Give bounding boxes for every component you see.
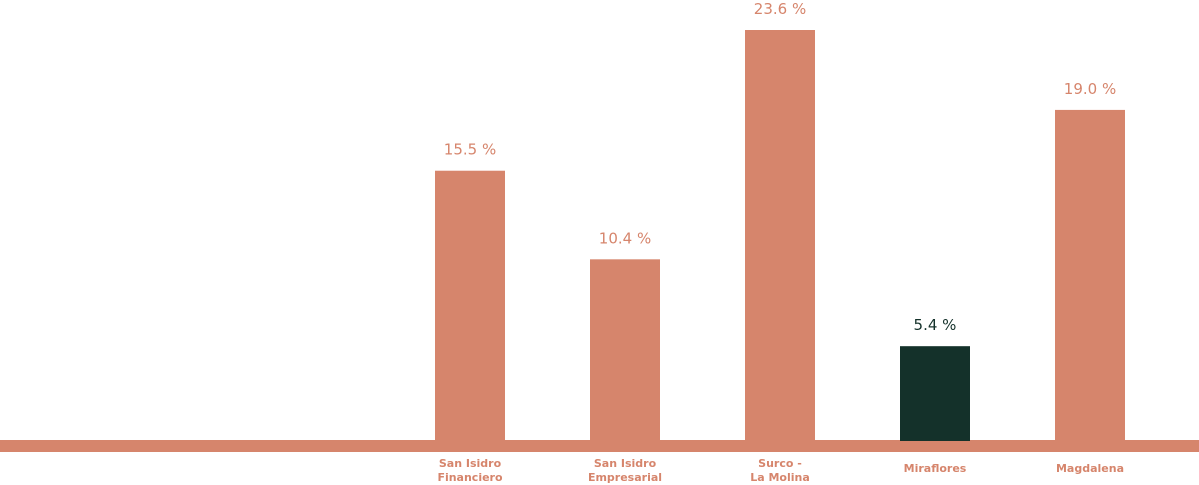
tick-labels-group: San Isidro Financiero San Isidro Empresaria… [437, 457, 1124, 484]
value-label-3: 5.4 % [914, 316, 957, 334]
value-label-1: 10.4 % [599, 229, 651, 247]
value-label-2: 23.6 % [754, 0, 806, 18]
tick-label-2: Surco -La Molina [750, 457, 810, 484]
bar-4 [1055, 109, 1125, 441]
tick-label-0: San Isidro Financiero [437, 457, 503, 484]
value-labels-group: 15.5 % 10.4 % 23.6 % 5.4 % 19.0 % [444, 0, 1116, 334]
bar-3 [900, 346, 970, 441]
tick-label-1: San Isidro Empresarial [588, 457, 662, 484]
bar-2 [745, 30, 815, 441]
bars-group [435, 30, 1125, 441]
bar-0 [435, 170, 505, 441]
tick-label-4: Magdalena [1056, 462, 1124, 475]
value-label-0: 15.5 % [444, 141, 496, 159]
tick-label-3: Miraflores [904, 462, 967, 475]
value-label-4: 19.0 % [1064, 80, 1116, 98]
bar-1 [590, 259, 660, 441]
baseline-axis [0, 440, 1199, 452]
